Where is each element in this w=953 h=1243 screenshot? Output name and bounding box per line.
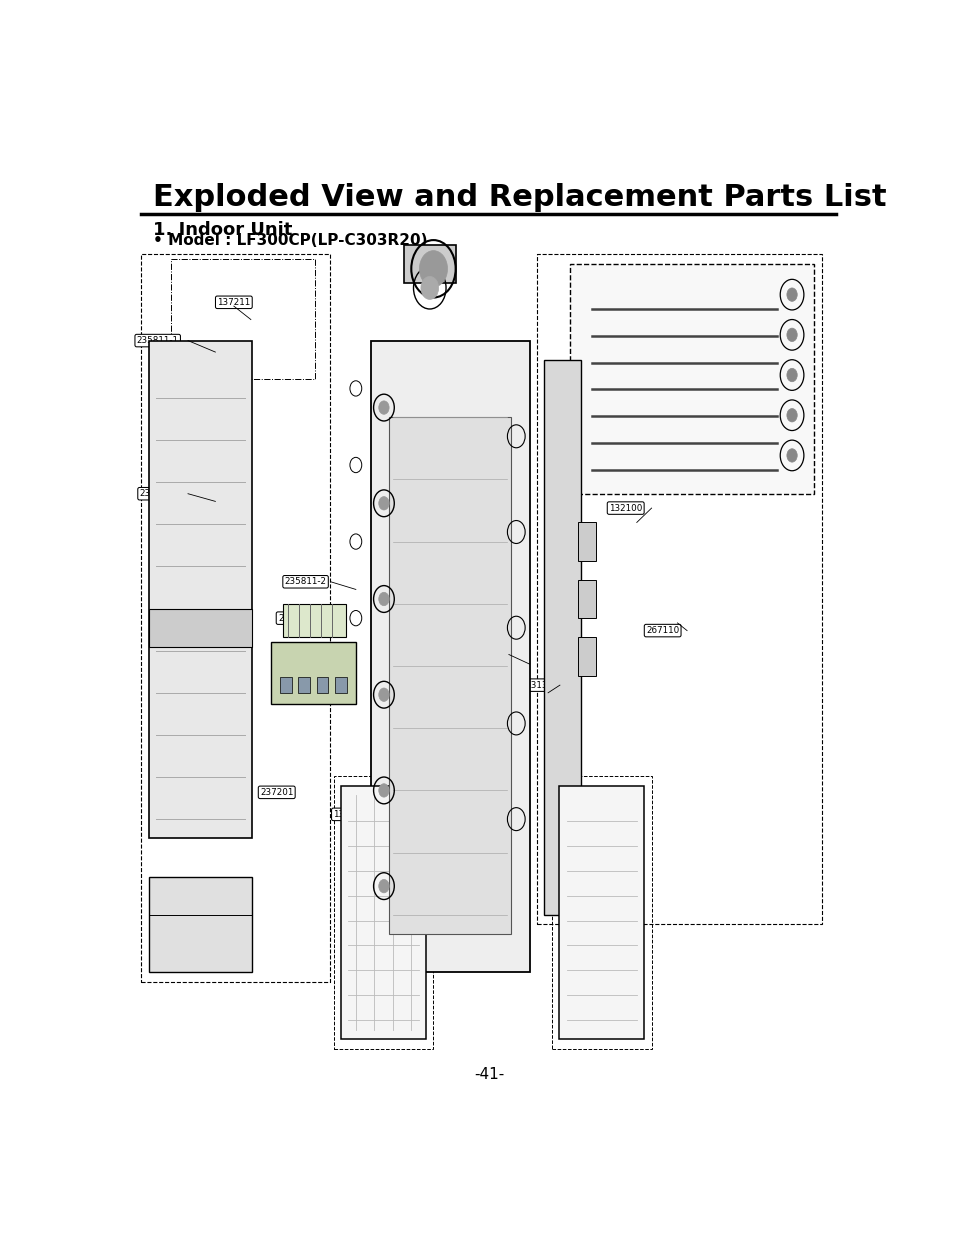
Text: 135313-1: 135313-1 (333, 810, 375, 819)
Bar (577, 579, 596, 618)
Bar (558, 786, 643, 1039)
Bar (577, 638, 596, 676)
Bar (389, 418, 511, 933)
Bar (283, 604, 346, 638)
Circle shape (420, 276, 438, 300)
Text: 237201: 237201 (260, 788, 294, 797)
Text: W0CZZY: W0CZZY (280, 646, 317, 655)
Bar (334, 776, 433, 1049)
Circle shape (419, 251, 447, 287)
Text: 268711-2: 268711-2 (289, 677, 331, 687)
Text: 235811-2: 235811-2 (284, 577, 326, 587)
Circle shape (786, 368, 797, 382)
Bar (149, 876, 252, 972)
Bar (279, 677, 292, 692)
Circle shape (786, 288, 797, 301)
Text: Exploded View and Replacement Parts List: Exploded View and Replacement Parts List (152, 183, 885, 211)
Circle shape (378, 784, 389, 797)
Text: 267110: 267110 (645, 626, 679, 635)
Bar (335, 677, 347, 692)
Text: 249941: 249941 (277, 614, 311, 623)
Circle shape (378, 401, 389, 414)
Text: 137211: 137211 (217, 298, 251, 307)
Bar (271, 643, 355, 705)
Circle shape (786, 449, 797, 462)
Circle shape (786, 409, 797, 421)
Bar (149, 609, 252, 646)
Bar (316, 677, 328, 692)
Bar (141, 255, 330, 982)
Bar (577, 522, 596, 561)
Bar (537, 255, 821, 925)
Text: 132100: 132100 (608, 503, 641, 512)
Circle shape (378, 593, 389, 605)
Text: 159830: 159830 (436, 824, 470, 833)
Text: 268711-1: 268711-1 (289, 664, 331, 672)
Text: -41-: -41- (474, 1068, 503, 1083)
Bar (341, 786, 426, 1039)
Circle shape (378, 880, 389, 892)
Bar (570, 264, 813, 493)
Text: 235512: 235512 (139, 490, 172, 498)
Text: • Model : LF300CP(LP-C303R20): • Model : LF300CP(LP-C303R20) (152, 234, 427, 249)
Text: 249951: 249951 (487, 650, 519, 659)
Circle shape (786, 328, 797, 342)
Text: 135313-2: 135313-2 (513, 681, 556, 690)
Text: 235811-1: 235811-1 (136, 336, 178, 346)
Bar (544, 359, 580, 915)
Circle shape (378, 689, 389, 701)
Bar (298, 677, 310, 692)
Bar (149, 341, 252, 838)
Text: 1. Indoor Unit: 1. Indoor Unit (152, 221, 292, 239)
Bar (403, 245, 456, 283)
Bar (141, 245, 828, 1068)
Circle shape (378, 497, 389, 510)
Bar (551, 776, 651, 1049)
Bar (171, 260, 314, 379)
Bar (370, 341, 529, 972)
